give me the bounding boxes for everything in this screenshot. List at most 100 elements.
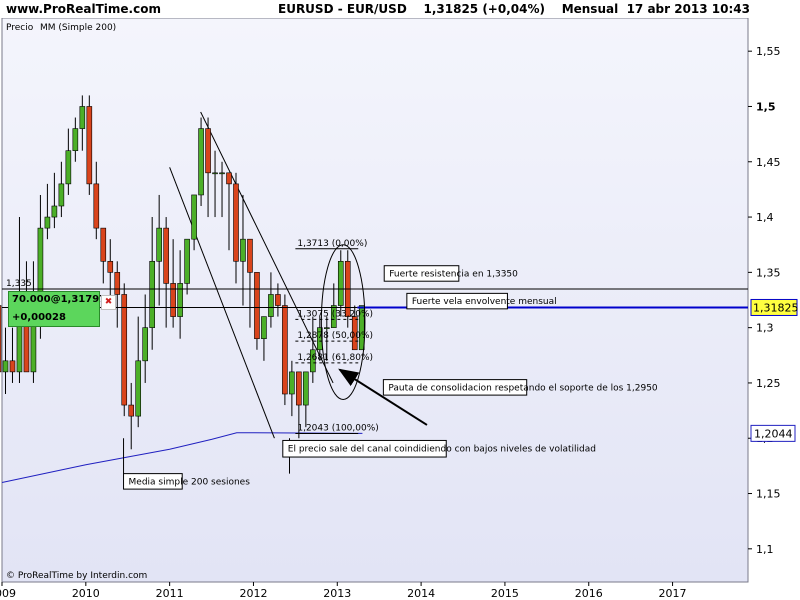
annotation-box xyxy=(282,439,447,458)
candle-body xyxy=(198,128,204,196)
candle-body xyxy=(205,128,211,174)
ma200-tag-label: 1,2044 xyxy=(754,427,793,440)
channel-line xyxy=(200,111,334,384)
candle-body xyxy=(58,183,65,207)
candle-body xyxy=(303,371,309,406)
candle-body xyxy=(351,316,358,351)
consolidation-ellipse xyxy=(320,244,366,401)
x-tick-label: 2013 xyxy=(323,587,351,600)
legend-price: Precio xyxy=(6,23,34,33)
candle-body xyxy=(65,150,72,185)
legend-ma: MM (Simple 200) xyxy=(40,23,116,33)
y-tick-label: 1,25 xyxy=(756,377,781,390)
ma200-tag xyxy=(750,424,796,442)
position-line2: +0,00028 xyxy=(12,312,66,323)
position-line1: 70.000@1,31797 xyxy=(12,294,107,305)
candle-body xyxy=(79,106,86,129)
candle-body xyxy=(240,238,246,262)
x-tick-label: 2010 xyxy=(72,587,100,600)
candle-body xyxy=(86,106,93,185)
candle-body xyxy=(212,172,218,175)
header: www.ProRealTime.com EURUSD - EUR/USD 1,3… xyxy=(0,0,800,18)
candle-body xyxy=(142,327,148,362)
candle-body xyxy=(268,294,274,317)
candle-body xyxy=(310,349,316,373)
y-tick-label: 1,3 xyxy=(756,322,774,335)
y-tick-label: 1,15 xyxy=(756,488,781,501)
annotation-box xyxy=(382,379,528,396)
candle-body xyxy=(296,371,302,406)
candle-body xyxy=(107,260,114,273)
x-tick-label: 2017 xyxy=(659,587,687,600)
candle-body xyxy=(226,172,232,185)
candle-body xyxy=(44,216,51,229)
candle-body xyxy=(170,283,176,317)
chart-title: EURUSD - EUR/USD 1,31825 (+0,04%) Mensua… xyxy=(278,2,750,16)
last-price-tag xyxy=(750,298,798,316)
candle-body xyxy=(289,371,295,395)
candle-body xyxy=(135,360,142,417)
candle-body xyxy=(128,404,135,417)
candle-body xyxy=(0,305,2,373)
candle-body xyxy=(191,194,197,240)
fib-level-label: 1,3713 (0,00%) xyxy=(297,239,367,249)
fib-level-label: 1,2043 (100,00%) xyxy=(297,423,378,433)
y-tick-label: 1,5 xyxy=(756,100,776,113)
candle-body xyxy=(358,305,365,351)
y-tick-label: 1,45 xyxy=(756,156,781,169)
candle-body xyxy=(337,260,344,306)
candle-body xyxy=(282,305,288,395)
resistance-label: 1,335 xyxy=(6,279,32,289)
x-tick-label: 2016 xyxy=(575,587,603,600)
candle-body xyxy=(163,227,169,284)
x-tick-label: 2014 xyxy=(407,587,435,600)
annotation-box xyxy=(406,292,508,310)
candle-body xyxy=(330,305,337,328)
x-tick-label: 2012 xyxy=(239,587,267,600)
candle-body xyxy=(2,360,9,373)
channel-line xyxy=(169,167,275,439)
footer-copyright: © ProRealTime by Interdin.com xyxy=(6,571,147,581)
x-tick-label: 2015 xyxy=(491,587,519,600)
candle-body xyxy=(324,327,330,329)
candle-body xyxy=(9,360,16,373)
fib-level-label: 1,2681 (61,80%) xyxy=(297,353,373,363)
fib-level-label: 1,2878 (50,00%) xyxy=(297,331,373,341)
candle-body xyxy=(233,183,239,262)
x-tick-label: 2011 xyxy=(156,587,184,600)
candle-body xyxy=(121,294,128,406)
candle-body xyxy=(261,316,267,340)
y-tick-label: 1,4 xyxy=(756,211,774,224)
candle-body xyxy=(114,272,121,295)
candle-body xyxy=(72,128,79,152)
annotation-arrow xyxy=(338,368,428,426)
site-name[interactable]: www.ProRealTime.com xyxy=(6,2,161,16)
annotation-text: Fuerte resistencia en 1,3350 xyxy=(389,269,518,279)
fib-level-label: 1,3075 (33,20%) xyxy=(297,309,373,319)
candle-body xyxy=(93,183,100,229)
candle-body xyxy=(177,283,183,317)
candle-body xyxy=(254,272,260,340)
last-price-tag-label: 1,31825 xyxy=(753,301,799,314)
y-tick-label: 1,55 xyxy=(756,45,781,58)
candle-body xyxy=(51,205,58,218)
candle-body xyxy=(100,227,107,262)
candle-body xyxy=(275,294,281,306)
candle-body xyxy=(219,172,225,175)
position-panel[interactable]: 70.000@1,31797 +0,00028 xyxy=(8,291,106,327)
candle-body xyxy=(156,227,162,262)
annotation-box xyxy=(383,265,460,282)
annotation-text: Pauta de consolidacion respetando el sop… xyxy=(388,383,658,393)
candle-body xyxy=(149,260,155,328)
annotation-text: Fuerte vela envolvente mensual xyxy=(412,297,557,307)
y-tick-label: 1,1 xyxy=(756,543,774,556)
annotation-box xyxy=(123,473,183,490)
annotation-text: El precio sale del canal coindidiendo co… xyxy=(288,445,596,455)
close-position-icon[interactable]: ✖ xyxy=(101,295,116,310)
candle-body xyxy=(184,238,190,284)
candle-body xyxy=(247,238,253,273)
x-tick-label: 2009 xyxy=(0,587,16,600)
ma200-line xyxy=(1,432,363,483)
annotation-text: Media simple 200 sesiones xyxy=(129,477,251,487)
